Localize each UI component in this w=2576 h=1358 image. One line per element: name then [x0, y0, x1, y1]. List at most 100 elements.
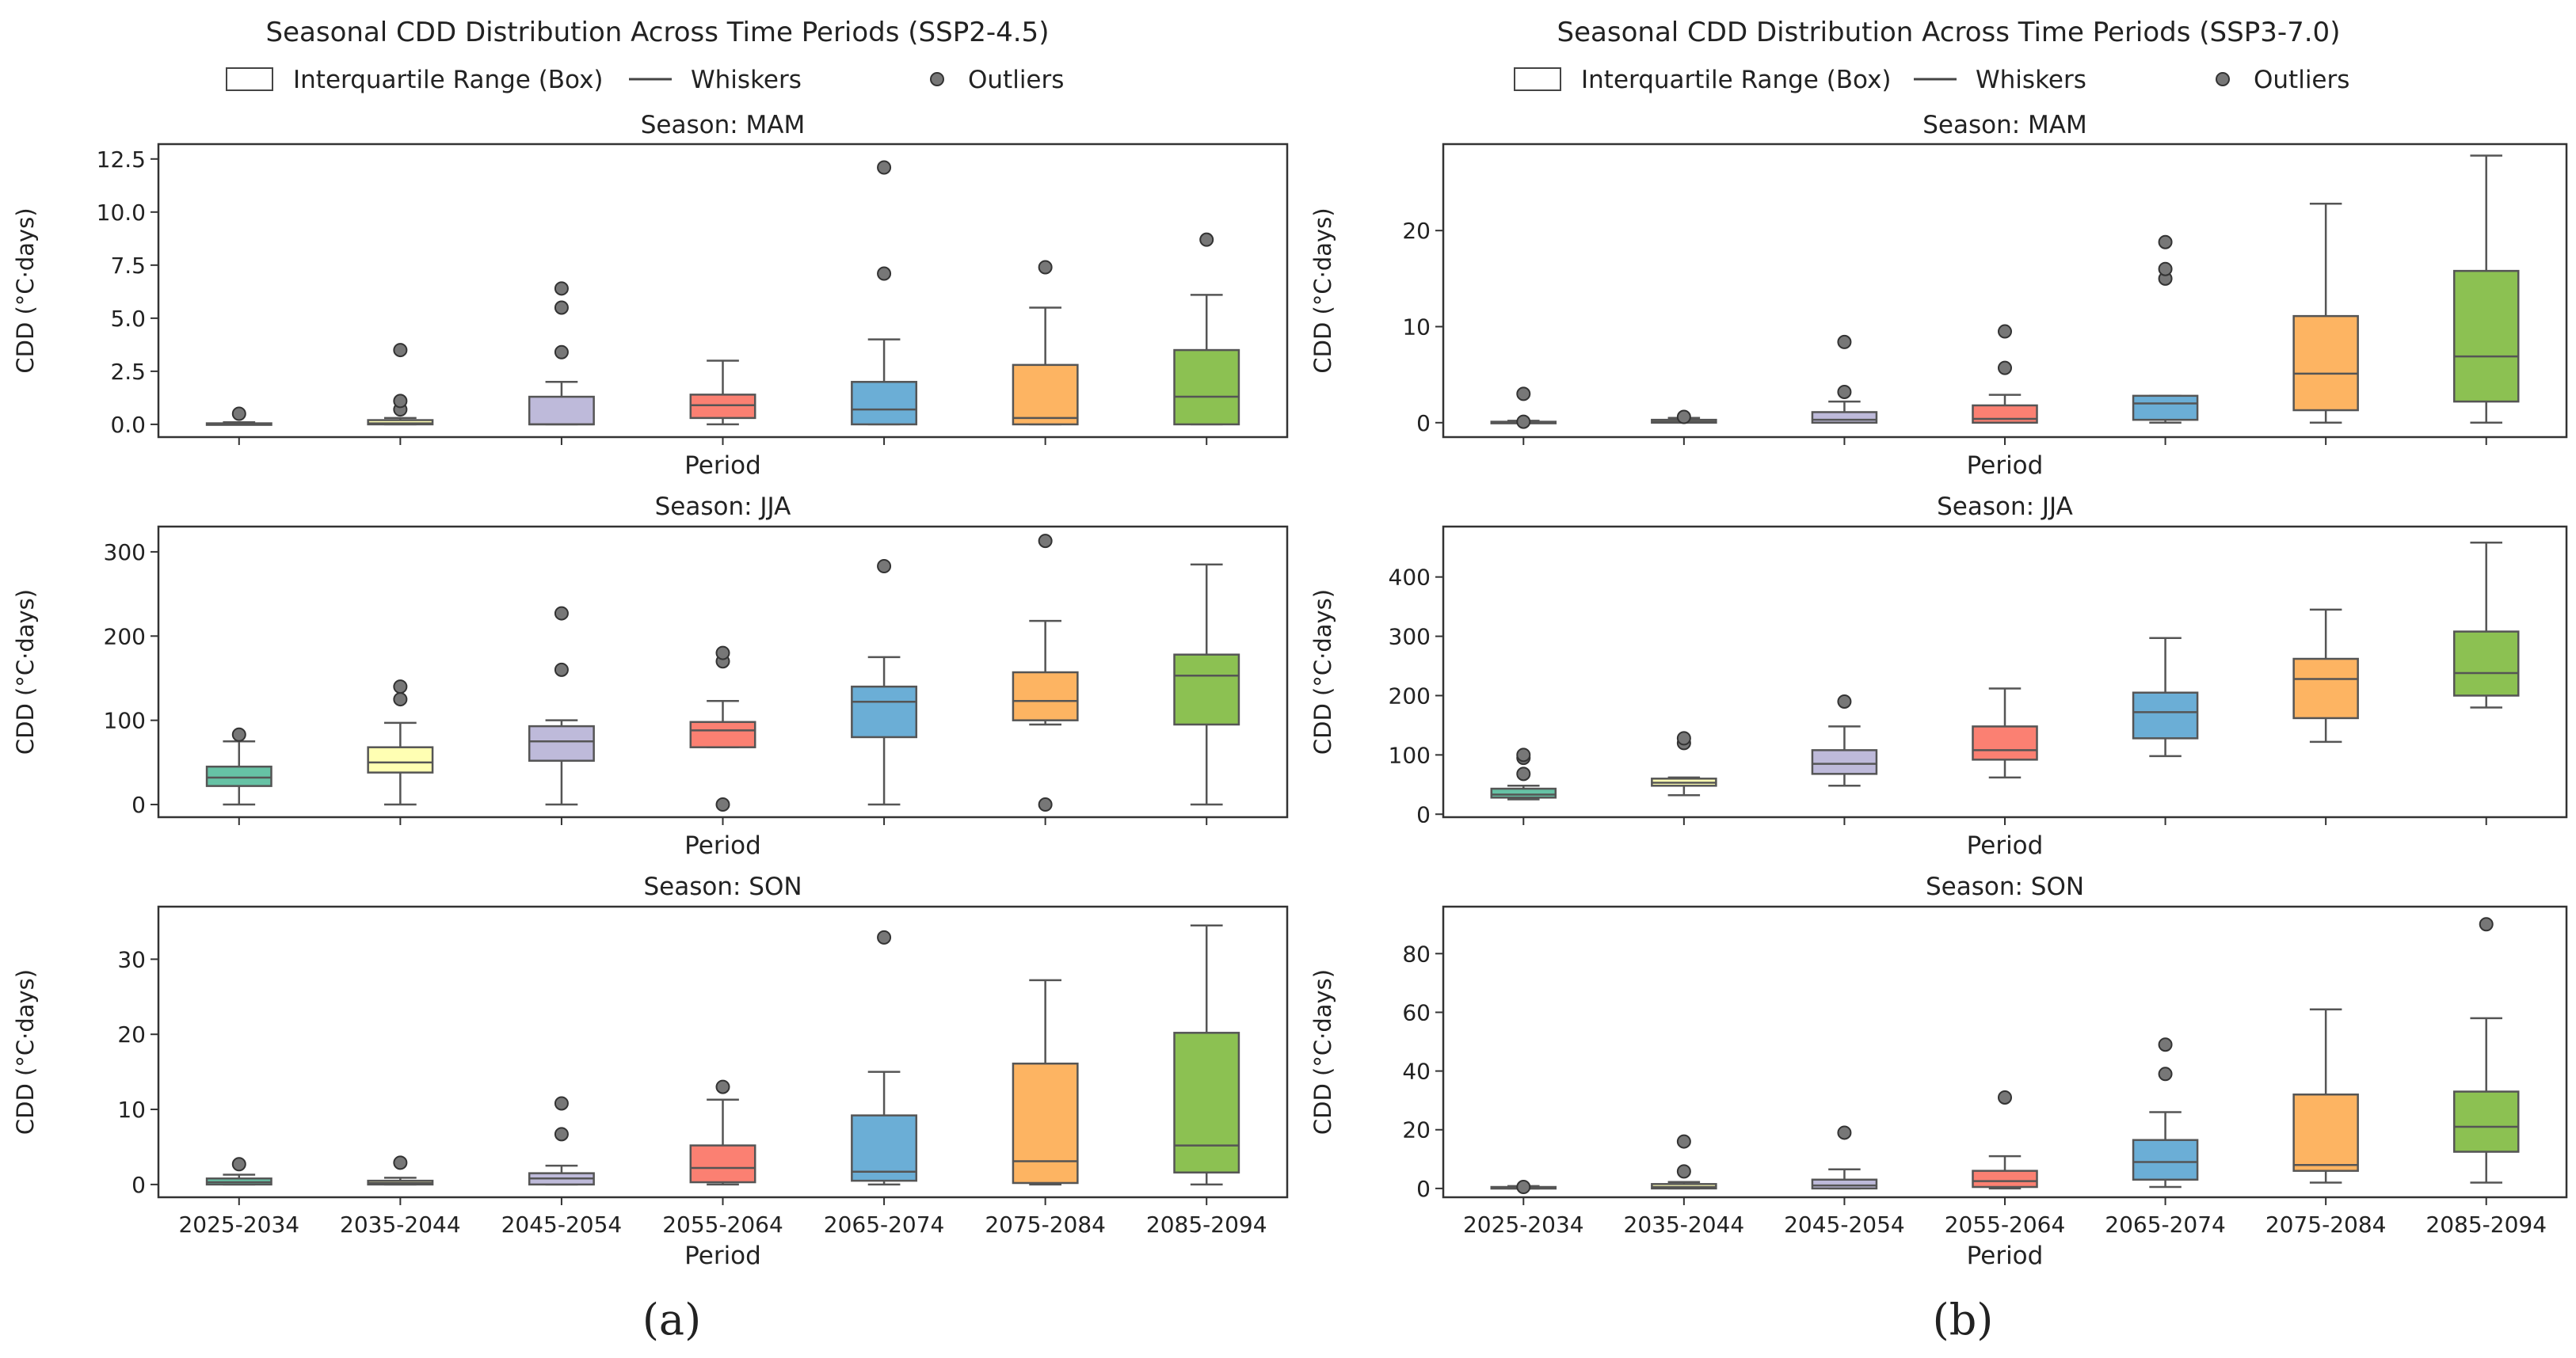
x-axis-label: Period — [1967, 451, 2044, 480]
box-2085-2094 — [1173, 232, 1240, 426]
iqr-box — [1490, 787, 1557, 799]
iqr-box — [851, 1114, 918, 1182]
outlier-point — [393, 679, 408, 694]
x-tick-label: 2085-2094 — [2425, 1212, 2547, 1238]
box-2035-2044 — [367, 343, 434, 426]
legend-whisker-label: Whiskers — [1976, 66, 2086, 94]
outlier-point — [2158, 1037, 2173, 1052]
box-2075-2084 — [1012, 534, 1079, 812]
outlier-point — [1516, 747, 1531, 763]
box-2065-2074 — [2132, 637, 2199, 758]
y-tick-label: 20 — [117, 1021, 146, 1048]
outlier-point — [877, 160, 892, 175]
x-axis-label: Period — [684, 451, 761, 480]
outlier-point — [2158, 261, 2173, 276]
outlier-point — [554, 1096, 569, 1111]
outlier-point — [554, 662, 569, 677]
y-tick-label: 300 — [1389, 624, 1431, 650]
outlier-point — [877, 266, 892, 281]
figure-b-panel-label: (b) — [1933, 1295, 1994, 1345]
x-tick-label: 2065-2074 — [2105, 1212, 2226, 1238]
x-axis-label: Period — [1967, 1242, 2044, 1270]
outlier-point — [715, 1079, 730, 1094]
x-tick-label: 2035-2044 — [1624, 1212, 1745, 1238]
box-2055-2064 — [1972, 687, 2038, 779]
outlier-point — [1837, 334, 1852, 349]
y-axis-label: CDD (°C·days) — [12, 969, 39, 1135]
outlier-point — [1676, 1164, 1691, 1179]
box-2045-2054 — [1811, 334, 1878, 424]
y-tick-label: 10 — [1402, 314, 1431, 340]
iqr-box — [1173, 653, 1240, 726]
season-panel: Season: MAM 0.0 2.5 5.0 7.5 10.0 12.5 CDD (°C·d… — [12, 111, 1289, 480]
y-tick-label: 20 — [1402, 1117, 1431, 1143]
outlier-point — [1516, 1180, 1531, 1195]
box-2045-2054 — [528, 281, 595, 426]
iqr-box — [367, 419, 434, 426]
outlier-point — [877, 930, 892, 945]
box-2025-2034 — [1490, 1180, 1557, 1195]
outlier-point — [715, 645, 730, 660]
iqr-box — [2292, 1094, 2359, 1172]
box-2085-2094 — [2452, 917, 2520, 1184]
outlier-point — [393, 1155, 408, 1170]
figure-b-title: Seasonal CDD Distribution Across Time Pe… — [1557, 17, 2341, 48]
y-tick-label: 10 — [117, 1097, 146, 1123]
x-tick-label: 2045-2054 — [1784, 1212, 1905, 1238]
outlier-point — [1998, 360, 2012, 375]
season-title: Season: MAM — [1922, 111, 2087, 139]
legend-whisker-label: Whiskers — [691, 66, 802, 94]
y-tick-label: 60 — [1402, 999, 1431, 1025]
legend-outlier-swatch — [2216, 72, 2230, 86]
y-axis-label: CDD (°C·days) — [12, 589, 39, 755]
box-2035-2044 — [1651, 409, 1717, 424]
outlier-point — [1998, 324, 2012, 339]
y-tick-label: 7.5 — [110, 253, 146, 279]
y-tick-label: 0 — [1416, 410, 1431, 436]
outlier-point — [393, 692, 408, 707]
x-tick-label: 2075-2084 — [985, 1212, 1106, 1238]
box-2025-2034 — [205, 1157, 272, 1186]
outlier-point — [393, 394, 408, 409]
x-tick-label: 2065-2074 — [824, 1212, 945, 1238]
outlier-point — [1038, 260, 1053, 275]
x-tick-label: 2085-2094 — [1146, 1212, 1267, 1238]
box-2075-2084 — [2292, 608, 2359, 744]
outlier-point — [231, 1157, 246, 1172]
box-2085-2094 — [1173, 924, 1240, 1186]
iqr-box — [2132, 394, 2199, 421]
box-2065-2074 — [851, 558, 918, 806]
y-axis-label: CDD (°C·days) — [1309, 969, 1336, 1135]
box-2045-2054 — [1811, 694, 1878, 787]
season-title: Season: JJA — [655, 493, 791, 521]
iqr-box — [2292, 657, 2359, 720]
iqr-box — [689, 394, 756, 420]
x-axis-label: Period — [1967, 831, 2044, 860]
y-tick-label: 5.0 — [110, 306, 146, 332]
iqr-box — [1012, 1062, 1079, 1185]
box-2045-2054 — [1811, 1125, 1878, 1190]
outlier-point — [877, 558, 892, 573]
y-tick-label: 0.0 — [110, 412, 146, 438]
iqr-box — [2452, 269, 2520, 403]
box-2025-2034 — [205, 727, 272, 806]
box-2035-2044 — [367, 1155, 434, 1186]
x-tick-label: 2025-2034 — [1463, 1212, 1584, 1238]
box-2045-2054 — [528, 606, 595, 806]
box-2025-2034 — [1490, 386, 1557, 429]
box-2055-2064 — [1972, 1090, 2038, 1190]
outlier-point — [1837, 1125, 1852, 1140]
outlier-point — [1676, 409, 1691, 424]
season-panel: Season: JJA 0 100 200 300 400 CDD (°C·days) Per… — [1309, 493, 2568, 860]
outlier-point — [2479, 917, 2494, 932]
outlier-point — [231, 727, 246, 742]
iqr-box — [2132, 1139, 2199, 1181]
y-axis-label: CDD (°C·days) — [12, 207, 39, 373]
y-tick-label: 20 — [1402, 218, 1431, 244]
outlier-point — [1516, 766, 1531, 782]
outlier-point — [1998, 1090, 2012, 1105]
season-panel: Season: MAM 0 10 20 CDD (°C·days) Period — [1309, 111, 2568, 480]
x-axis-label: Period — [684, 1242, 761, 1270]
iqr-box — [1811, 411, 1878, 424]
